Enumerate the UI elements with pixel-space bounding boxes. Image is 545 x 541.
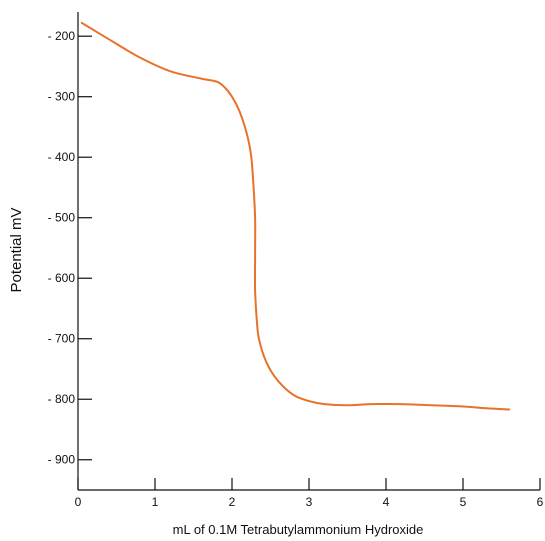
series-line xyxy=(80,21,511,411)
x-tick-label: 6 xyxy=(537,495,544,509)
y-tick-label: - 500 xyxy=(48,211,76,225)
x-tick-label: 2 xyxy=(229,495,236,509)
x-tick-label: 1 xyxy=(152,495,159,509)
tick-labels: - 200 - 300 - 400 - 500 - 600 - 700 - 800 - 900… xyxy=(48,29,544,509)
x-axis-title: mL of 0.1M Tetrabutylammonium Hydroxide xyxy=(173,522,424,537)
x-tick-label: 4 xyxy=(383,495,390,509)
series-group xyxy=(80,21,511,411)
y-tick-label: - 300 xyxy=(48,90,76,104)
y-axis-title: Potential mV xyxy=(8,207,25,292)
y-tick-label: - 600 xyxy=(48,271,76,285)
y-tick-label: - 400 xyxy=(48,150,76,164)
y-tick-label: - 900 xyxy=(48,453,76,467)
y-tick-label: - 800 xyxy=(48,392,76,406)
x-tick-label: 5 xyxy=(460,495,467,509)
axes xyxy=(77,12,540,491)
y-tick-label: - 200 xyxy=(48,29,76,43)
x-tick-label: 0 xyxy=(75,495,82,509)
tick-marks xyxy=(77,35,541,490)
x-tick-label: 3 xyxy=(306,495,313,509)
y-tick-label: - 700 xyxy=(48,332,76,346)
